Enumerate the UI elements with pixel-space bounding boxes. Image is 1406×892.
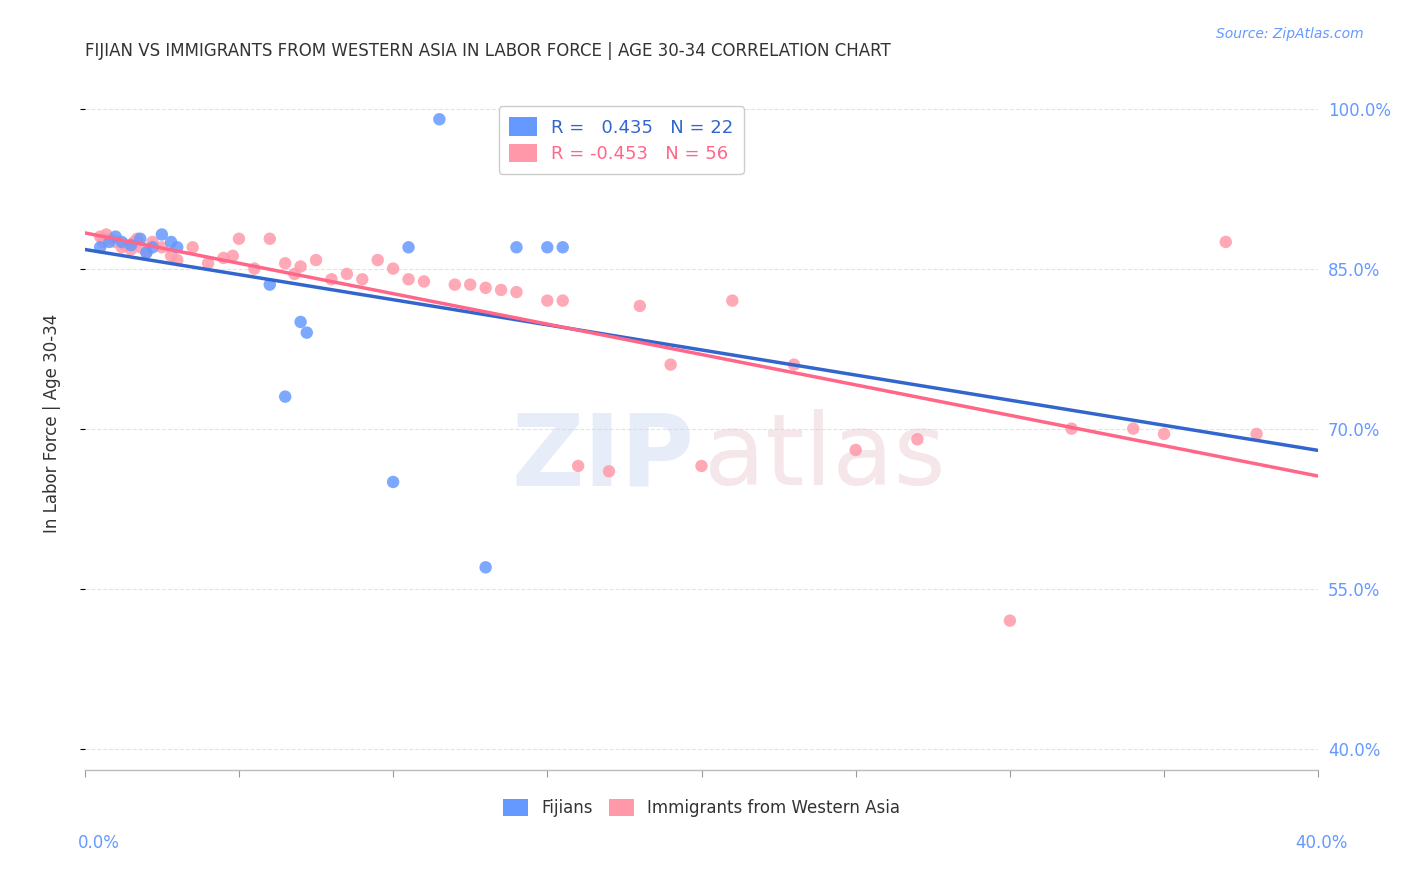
Legend: Fijians, Immigrants from Western Asia: Fijians, Immigrants from Western Asia [496,793,907,824]
Point [628,299,651,313]
Point [212,251,235,265]
Point [505,240,527,254]
Point [474,560,496,574]
Point [127,232,149,246]
Point [160,235,183,249]
Point [489,283,512,297]
Text: atlas: atlas [704,409,946,507]
Point [160,249,183,263]
Point [290,260,312,274]
Point [367,253,389,268]
Point [998,614,1021,628]
Point [129,240,152,254]
Point [122,235,145,249]
Point [690,458,713,473]
Point [382,261,405,276]
Point [536,293,558,308]
Point [567,458,589,473]
Point [96,227,118,242]
Point [474,281,496,295]
Point [429,112,451,127]
Point [222,249,245,263]
Point [111,240,134,254]
Point [135,245,157,260]
Point [89,240,111,254]
Point [129,232,152,246]
Point [243,261,266,276]
Point [536,240,558,254]
Point [905,432,928,446]
Point [443,277,465,292]
Point [104,235,127,249]
Point [111,235,134,249]
Point [89,229,111,244]
Point [120,243,142,257]
Point [259,232,281,246]
Point [197,256,219,270]
Text: ZIP: ZIP [512,409,695,507]
Point [721,293,744,308]
Point [135,245,157,260]
Point [114,238,136,252]
Point [382,475,405,489]
Point [1060,422,1083,436]
Point [142,240,165,254]
Point [398,272,420,286]
Text: 0.0%: 0.0% [77,834,120,852]
Point [845,442,868,457]
Point [274,256,297,270]
Point [290,315,312,329]
Point [336,267,359,281]
Point [505,285,527,299]
Point [1215,235,1237,249]
Point [398,240,420,254]
Point [598,464,620,478]
Y-axis label: In Labor Force | Age 30-34: In Labor Force | Age 30-34 [44,314,60,533]
Point [150,227,173,242]
Point [142,235,165,249]
Point [321,272,343,286]
Text: 40.0%: 40.0% [1295,834,1348,852]
Text: Source: ZipAtlas.com: Source: ZipAtlas.com [1216,27,1364,41]
Point [120,238,142,252]
Point [274,390,297,404]
Point [1246,427,1268,442]
Point [305,253,328,268]
Point [104,229,127,244]
Point [259,277,281,292]
Point [98,235,121,249]
Point [228,232,250,246]
Point [166,253,188,268]
Point [458,277,481,292]
Point [283,267,305,281]
Point [1122,422,1144,436]
Point [181,240,204,254]
Point [783,358,806,372]
Point [150,240,173,254]
Point [91,235,114,249]
Point [551,293,574,308]
Point [551,240,574,254]
Point [295,326,318,340]
Point [1153,427,1175,442]
Point [166,240,188,254]
Point [352,272,374,286]
Text: FIJIAN VS IMMIGRANTS FROM WESTERN ASIA IN LABOR FORCE | AGE 30-34 CORRELATION CH: FIJIAN VS IMMIGRANTS FROM WESTERN ASIA I… [84,42,890,60]
Point [659,358,682,372]
Point [98,232,121,246]
Point [413,274,436,288]
